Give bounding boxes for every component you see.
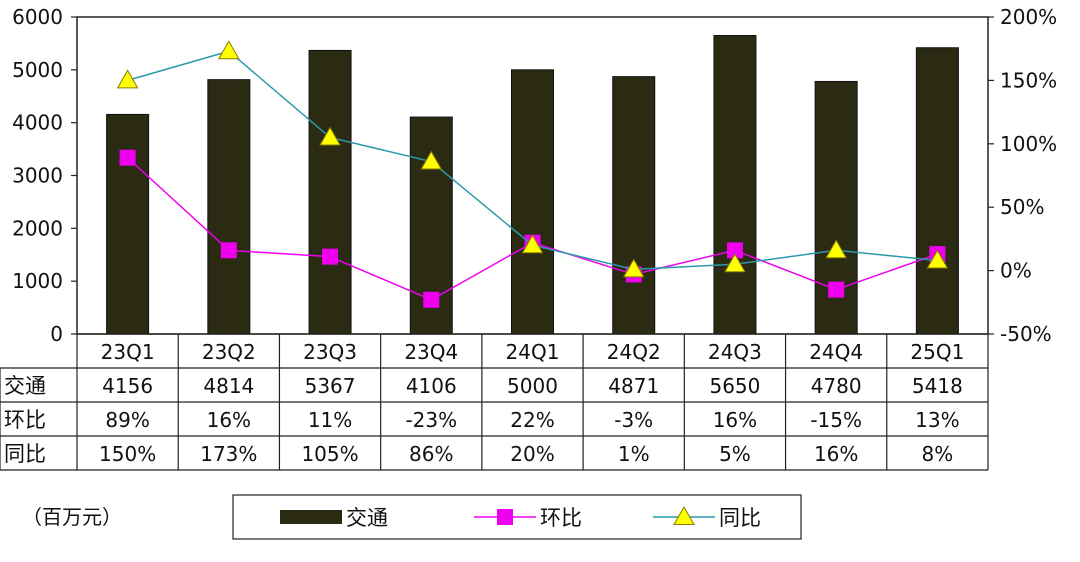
table-cell: -15% <box>810 408 862 432</box>
table-cell: 16% <box>713 408 757 432</box>
legend-label-同比: 同比 <box>719 506 761 530</box>
legend: 交通 环比 同比 <box>232 494 802 540</box>
marker-同比-23Q4 <box>420 150 443 170</box>
x-tick-label: 23Q2 <box>202 340 256 364</box>
table-cell: 4814 <box>203 374 254 398</box>
x-tick-label: 23Q1 <box>101 340 155 364</box>
table-cell: 4106 <box>406 374 457 398</box>
legend-swatch-交通 <box>280 510 342 524</box>
marker-同比-24Q3 <box>724 253 746 273</box>
bar-23Q1 <box>106 113 150 335</box>
y-tick-label: 1000 <box>12 269 63 293</box>
y2-tick-label: 100% <box>1000 132 1057 156</box>
table-cell: 5367 <box>305 374 356 398</box>
y2-tick-label: 0% <box>1000 259 1032 283</box>
x-tick-label: 23Q3 <box>303 340 357 364</box>
table-cell: 1% <box>618 442 650 466</box>
bar-25Q1 <box>915 47 959 335</box>
bar-23Q3 <box>308 49 352 335</box>
marker-同比-23Q2 <box>217 40 240 60</box>
legend-marker-同比 <box>673 505 695 525</box>
x-tick-label: 24Q3 <box>708 340 762 364</box>
axes: 0 1000 2000 3000 4000 5000 6000 -50% 0% 50% 100% 15… <box>12 5 1057 346</box>
y-tick-label: 4000 <box>12 111 63 135</box>
table-cell: -3% <box>614 408 653 432</box>
legend-label-环比: 环比 <box>540 506 582 530</box>
unit-note: （百万元） <box>22 505 122 529</box>
x-tick-label: 24Q4 <box>809 340 863 364</box>
table-row-label: 环比 <box>4 408 46 432</box>
table-cell: 5000 <box>507 374 558 398</box>
bar-24Q1 <box>511 69 554 335</box>
table-cell: 5650 <box>709 374 760 398</box>
marker-同比-24Q1 <box>521 234 544 254</box>
legend-marker-环比 <box>497 509 513 525</box>
table-cell: 105% <box>301 442 358 466</box>
y2-tick-label: 150% <box>1000 68 1057 92</box>
table-cell: 4780 <box>811 374 862 398</box>
y2-tick-label: 200% <box>1000 5 1057 29</box>
table-cell: 11% <box>308 408 352 432</box>
marker-环比-23Q1 <box>119 149 136 166</box>
table-row-label: 同比 <box>4 442 46 466</box>
table-cell: 13% <box>915 408 959 432</box>
y-tick-label: 3000 <box>12 164 63 188</box>
marker-同比-23Q3 <box>319 126 341 146</box>
table-cell: 16% <box>207 408 251 432</box>
bar-24Q3 <box>713 34 757 335</box>
y-tick-label: 2000 <box>12 216 63 240</box>
table-row-label: 交通 <box>4 374 46 398</box>
table-cell: 5418 <box>912 374 963 398</box>
x-tick-label: 24Q2 <box>607 340 661 364</box>
table-cell: 150% <box>99 442 156 466</box>
table-cell: 89% <box>105 408 149 432</box>
bar-23Q2 <box>207 79 251 335</box>
legend-label-交通: 交通 <box>346 506 388 530</box>
y-tick-label: 5000 <box>12 58 63 82</box>
y2-tick-label: 50% <box>1000 195 1044 219</box>
table-cell: 173% <box>200 442 257 466</box>
table-cell: 4156 <box>102 374 153 398</box>
table-cell: 5% <box>719 442 751 466</box>
marker-环比-23Q4 <box>423 291 440 308</box>
line-series <box>116 40 949 308</box>
x-tick-label: 23Q4 <box>404 340 458 364</box>
marker-环比-24Q4 <box>828 281 845 298</box>
marker-同比-24Q4 <box>825 239 848 259</box>
x-tick-label: 24Q1 <box>506 340 560 364</box>
marker-环比-24Q3 <box>726 242 743 259</box>
table-cell: 20% <box>510 442 554 466</box>
marker-同比-23Q1 <box>116 69 139 89</box>
table-cell: 8% <box>922 442 954 466</box>
marker-同比-25Q1 <box>926 249 949 269</box>
bar-24Q2 <box>612 76 656 335</box>
y2-tick-label: -50% <box>1000 322 1052 346</box>
data-table: 23Q1 23Q2 23Q3 23Q4 24Q1 24Q2 24Q3 24Q4 25Q1 交通 41… <box>0 333 989 471</box>
table-cell: -23% <box>405 408 457 432</box>
table-cell: 86% <box>409 442 453 466</box>
table-cell: 4871 <box>608 374 659 398</box>
marker-同比-24Q2 <box>622 258 645 278</box>
marker-环比-23Q2 <box>220 242 237 259</box>
x-tick-label: 25Q1 <box>910 340 964 364</box>
y-tick-label: 0 <box>50 322 63 346</box>
table-cell: 22% <box>510 408 554 432</box>
marker-环比-23Q3 <box>322 248 339 265</box>
table-cell: 16% <box>814 442 858 466</box>
y-tick-label: 6000 <box>12 5 63 29</box>
